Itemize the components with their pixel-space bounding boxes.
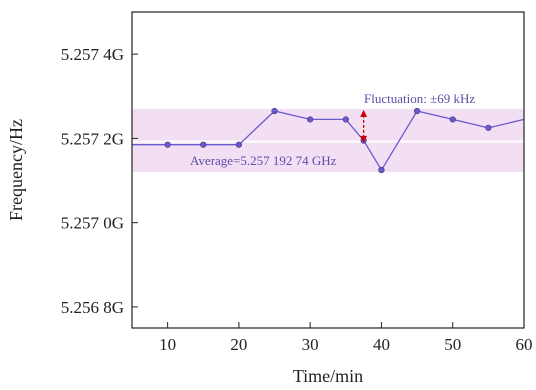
arrow-head-up <box>360 109 368 117</box>
data-point <box>342 116 349 123</box>
x-tick-label: 20 <box>230 335 247 354</box>
data-point <box>378 166 385 174</box>
x-tick-label: 30 <box>302 335 319 354</box>
y-tick-label: 5.256 8G <box>61 298 124 317</box>
data-point <box>449 116 456 123</box>
x-tick-label: 10 <box>159 335 176 354</box>
y-tick-label: 5.257 0G <box>61 214 124 233</box>
x-tick-label: 40 <box>373 335 390 354</box>
data-point <box>200 141 207 148</box>
arrow-head-down <box>360 135 368 143</box>
data-point <box>271 107 278 115</box>
average-label: Average=5.257 192 74 GHz <box>190 153 337 168</box>
x-tick-label: 60 <box>516 335 533 354</box>
plot-frame <box>131 11 525 329</box>
x-tick-label: 50 <box>444 335 461 354</box>
y-tick-label: 5.257 4G <box>61 45 124 64</box>
fluctuation-label: Fluctuation: ±69 kHz <box>364 91 475 106</box>
data-point <box>413 107 421 115</box>
data-point <box>235 141 243 148</box>
data-point <box>485 124 492 131</box>
y-tick-label: 5.257 2G <box>61 129 124 148</box>
data-point <box>307 116 314 123</box>
data-point <box>164 141 171 148</box>
x-axis-title: Time/min <box>293 366 363 386</box>
y-axis-title: Frequency/Hz <box>6 119 26 221</box>
